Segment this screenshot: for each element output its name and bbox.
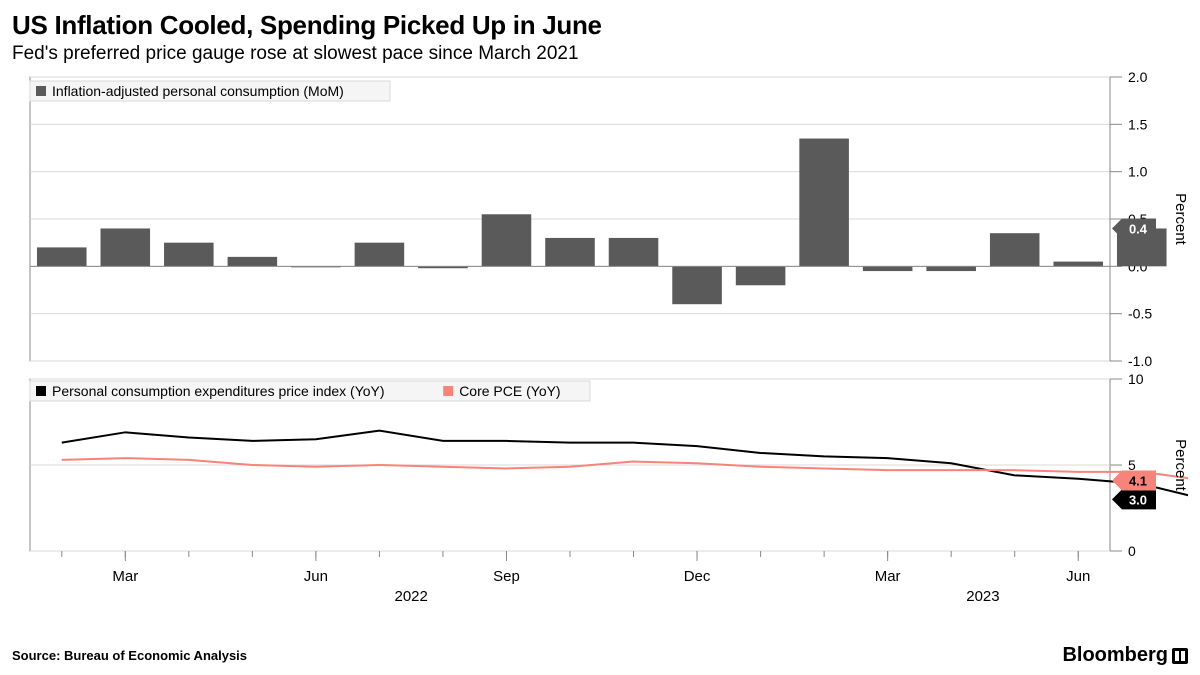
brand-text: Bloomberg: [1062, 644, 1168, 667]
svg-text:Jun: Jun: [304, 568, 328, 585]
svg-text:-0.5: -0.5: [1128, 306, 1152, 322]
svg-text:1.0: 1.0: [1128, 164, 1148, 180]
svg-text:2.0: 2.0: [1128, 71, 1148, 85]
svg-text:Dec: Dec: [684, 568, 711, 585]
svg-text:Core PCE (YoY): Core PCE (YoY): [459, 383, 560, 399]
chart-svg: -1.0-0.50.00.51.01.52.0Inflation-adjuste…: [12, 71, 1188, 616]
chart-title: US Inflation Cooled, Spending Picked Up …: [12, 10, 1188, 41]
svg-text:3.0: 3.0: [1129, 492, 1147, 507]
svg-text:Mar: Mar: [875, 568, 901, 585]
svg-text:Sep: Sep: [493, 568, 520, 585]
chart-source: Source: Bureau of Economic Analysis: [12, 648, 247, 663]
chart-subtitle: Fed's preferred price gauge rose at slow…: [12, 43, 1188, 65]
svg-text:2022: 2022: [394, 588, 427, 605]
svg-text:Percent: Percent: [1172, 439, 1188, 492]
svg-text:Jun: Jun: [1066, 568, 1090, 585]
svg-text:Percent: Percent: [1172, 193, 1188, 246]
brand-icon: [1172, 648, 1188, 664]
svg-text:1.5: 1.5: [1128, 116, 1148, 132]
svg-text:2023: 2023: [966, 588, 999, 605]
svg-text:0.4: 0.4: [1129, 221, 1148, 236]
svg-text:-1.0: -1.0: [1128, 353, 1152, 369]
svg-text:Mar: Mar: [112, 568, 138, 585]
svg-text:4.1: 4.1: [1129, 473, 1147, 488]
svg-text:Personal consumption expenditu: Personal consumption expenditures price …: [52, 383, 385, 399]
svg-text:10: 10: [1128, 371, 1144, 387]
svg-text:0: 0: [1128, 543, 1136, 559]
svg-text:Inflation-adjusted personal co: Inflation-adjusted personal consumption …: [52, 83, 344, 99]
chart-area: -1.0-0.50.00.51.01.52.0Inflation-adjuste…: [12, 71, 1188, 640]
brand-label: Bloomberg: [1062, 644, 1188, 667]
